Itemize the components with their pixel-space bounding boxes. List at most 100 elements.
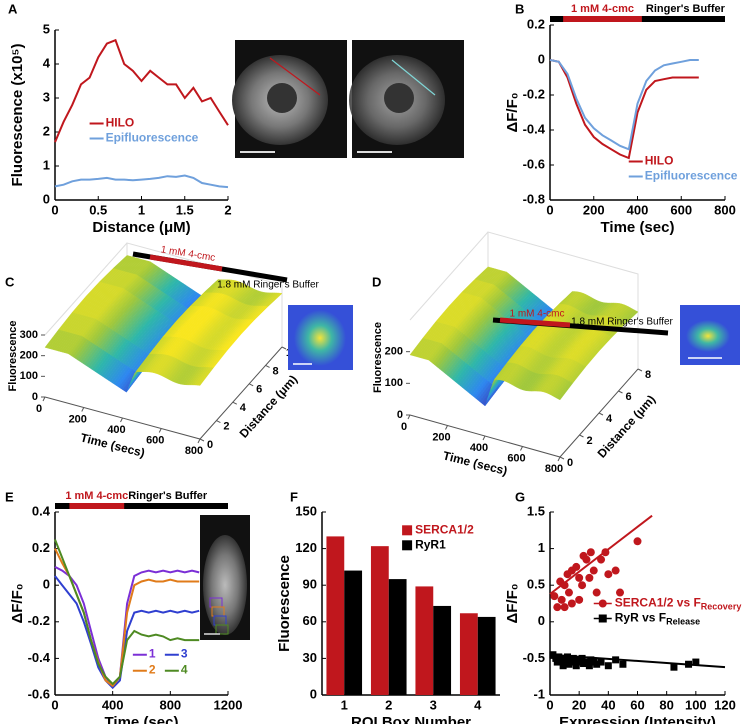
- legend-subscript: Recovery: [701, 602, 742, 612]
- y-tick-label: 2: [586, 435, 592, 447]
- x-tick-label: 0: [36, 403, 42, 415]
- x-tick-label: 1200: [214, 697, 243, 712]
- z-tick-label: 0: [32, 391, 38, 403]
- legend-name: 1: [149, 647, 156, 661]
- point: [569, 654, 577, 662]
- point: [585, 662, 593, 670]
- point: [685, 660, 693, 668]
- legend-swatch: [402, 540, 413, 551]
- x-tick: [42, 396, 46, 402]
- panel-letter: A: [8, 1, 18, 16]
- y-tick-label: 5: [43, 21, 50, 36]
- y-tick-label: 0.2: [32, 540, 50, 555]
- y-tick-label: 30: [303, 650, 317, 665]
- y-tick-label: 4: [240, 402, 247, 414]
- treatment-base: [55, 503, 228, 509]
- x-tick-label: 600: [670, 202, 692, 217]
- y-tick-label: 0: [43, 577, 50, 592]
- x-tick: [120, 417, 123, 423]
- x-axis-label: Expression (Intensity): [559, 714, 716, 724]
- point: [670, 663, 678, 671]
- x-tick-label: 600: [146, 434, 164, 446]
- legend-label: 3: [181, 647, 188, 661]
- x-tick-label: 60: [630, 697, 644, 712]
- legend-label: HILO: [645, 154, 674, 168]
- inset-d: [680, 305, 740, 365]
- x-tick: [482, 435, 486, 441]
- x-tick-label: 1.5: [176, 202, 194, 217]
- y-tick-label: 1: [43, 157, 50, 172]
- x-tick: [158, 428, 162, 433]
- y-tick-label: 0: [207, 439, 213, 451]
- y-tick-label: -0.8: [523, 191, 545, 206]
- legend-label: 2: [149, 663, 156, 677]
- point: [604, 662, 612, 670]
- point: [601, 548, 610, 557]
- series-line: [54, 575, 200, 690]
- panel-letter: D: [372, 274, 381, 289]
- series-line: [54, 539, 200, 686]
- legend-name: SERCA1/2 vs F: [615, 596, 701, 610]
- z-tick-label: 100: [385, 377, 403, 389]
- surface-patch: [265, 292, 283, 307]
- y-tick-label: 0: [538, 51, 545, 66]
- series-line: [54, 566, 200, 688]
- point: [578, 654, 586, 662]
- legend-label: SERCA1/2: [415, 522, 474, 536]
- point: [575, 573, 584, 582]
- legend-marker: [598, 614, 607, 623]
- y-tick-label: 0: [43, 191, 50, 206]
- legend-label: 1: [149, 647, 156, 661]
- point: [597, 555, 606, 564]
- legend-name: HILO: [106, 116, 135, 130]
- y-tick-label: 4: [606, 413, 613, 425]
- panel-letter: E: [5, 489, 14, 504]
- point: [550, 592, 559, 601]
- y-tick-label: 0.5: [527, 577, 545, 592]
- z-axis-label: Fluorescence: [7, 321, 19, 392]
- legend-name: HILO: [645, 154, 674, 168]
- y-tick-label: 0: [567, 457, 573, 469]
- point: [549, 651, 557, 659]
- x-tick-label: 1: [138, 202, 145, 217]
- buffer-label: 1.8 mM Ringer's Buffer: [571, 317, 673, 328]
- z-tick-label: 200: [20, 350, 38, 362]
- legend-swatch: [402, 525, 413, 536]
- y-tick-label: 2: [43, 123, 50, 138]
- series-line: [54, 548, 200, 688]
- micrograph-e: [200, 515, 250, 640]
- x-tick-label: 2: [224, 202, 231, 217]
- point: [582, 658, 590, 666]
- x-tick-label: 400: [107, 424, 125, 436]
- y-tick-label: 6: [625, 391, 631, 403]
- point: [553, 658, 561, 666]
- x-tick-label: 800: [185, 445, 203, 457]
- point: [619, 660, 627, 668]
- panel-letter: F: [290, 489, 298, 504]
- point: [557, 595, 566, 604]
- point: [616, 588, 624, 597]
- buffer-label: Ringer's Buffer: [128, 490, 208, 502]
- x-tick-label: 4: [474, 697, 482, 712]
- bar: [415, 586, 434, 695]
- bar: [459, 613, 478, 695]
- point: [589, 566, 598, 575]
- point: [578, 581, 587, 590]
- x-tick: [407, 414, 411, 420]
- point: [612, 656, 620, 664]
- legend-name: 4: [181, 663, 188, 677]
- point: [560, 603, 569, 612]
- legend-name: RyR vs F: [615, 611, 666, 625]
- series-line: [549, 59, 699, 160]
- x-tick: [557, 456, 561, 462]
- bar: [326, 536, 345, 695]
- bar: [388, 579, 407, 695]
- x-tick-label: 0: [401, 421, 407, 433]
- x-tick: [445, 425, 448, 430]
- legend-name: 3: [181, 647, 188, 661]
- legend-subscript: Release: [666, 617, 700, 627]
- y-tick-label: 0: [538, 613, 545, 628]
- panel-letter: G: [515, 489, 525, 504]
- point: [586, 548, 595, 557]
